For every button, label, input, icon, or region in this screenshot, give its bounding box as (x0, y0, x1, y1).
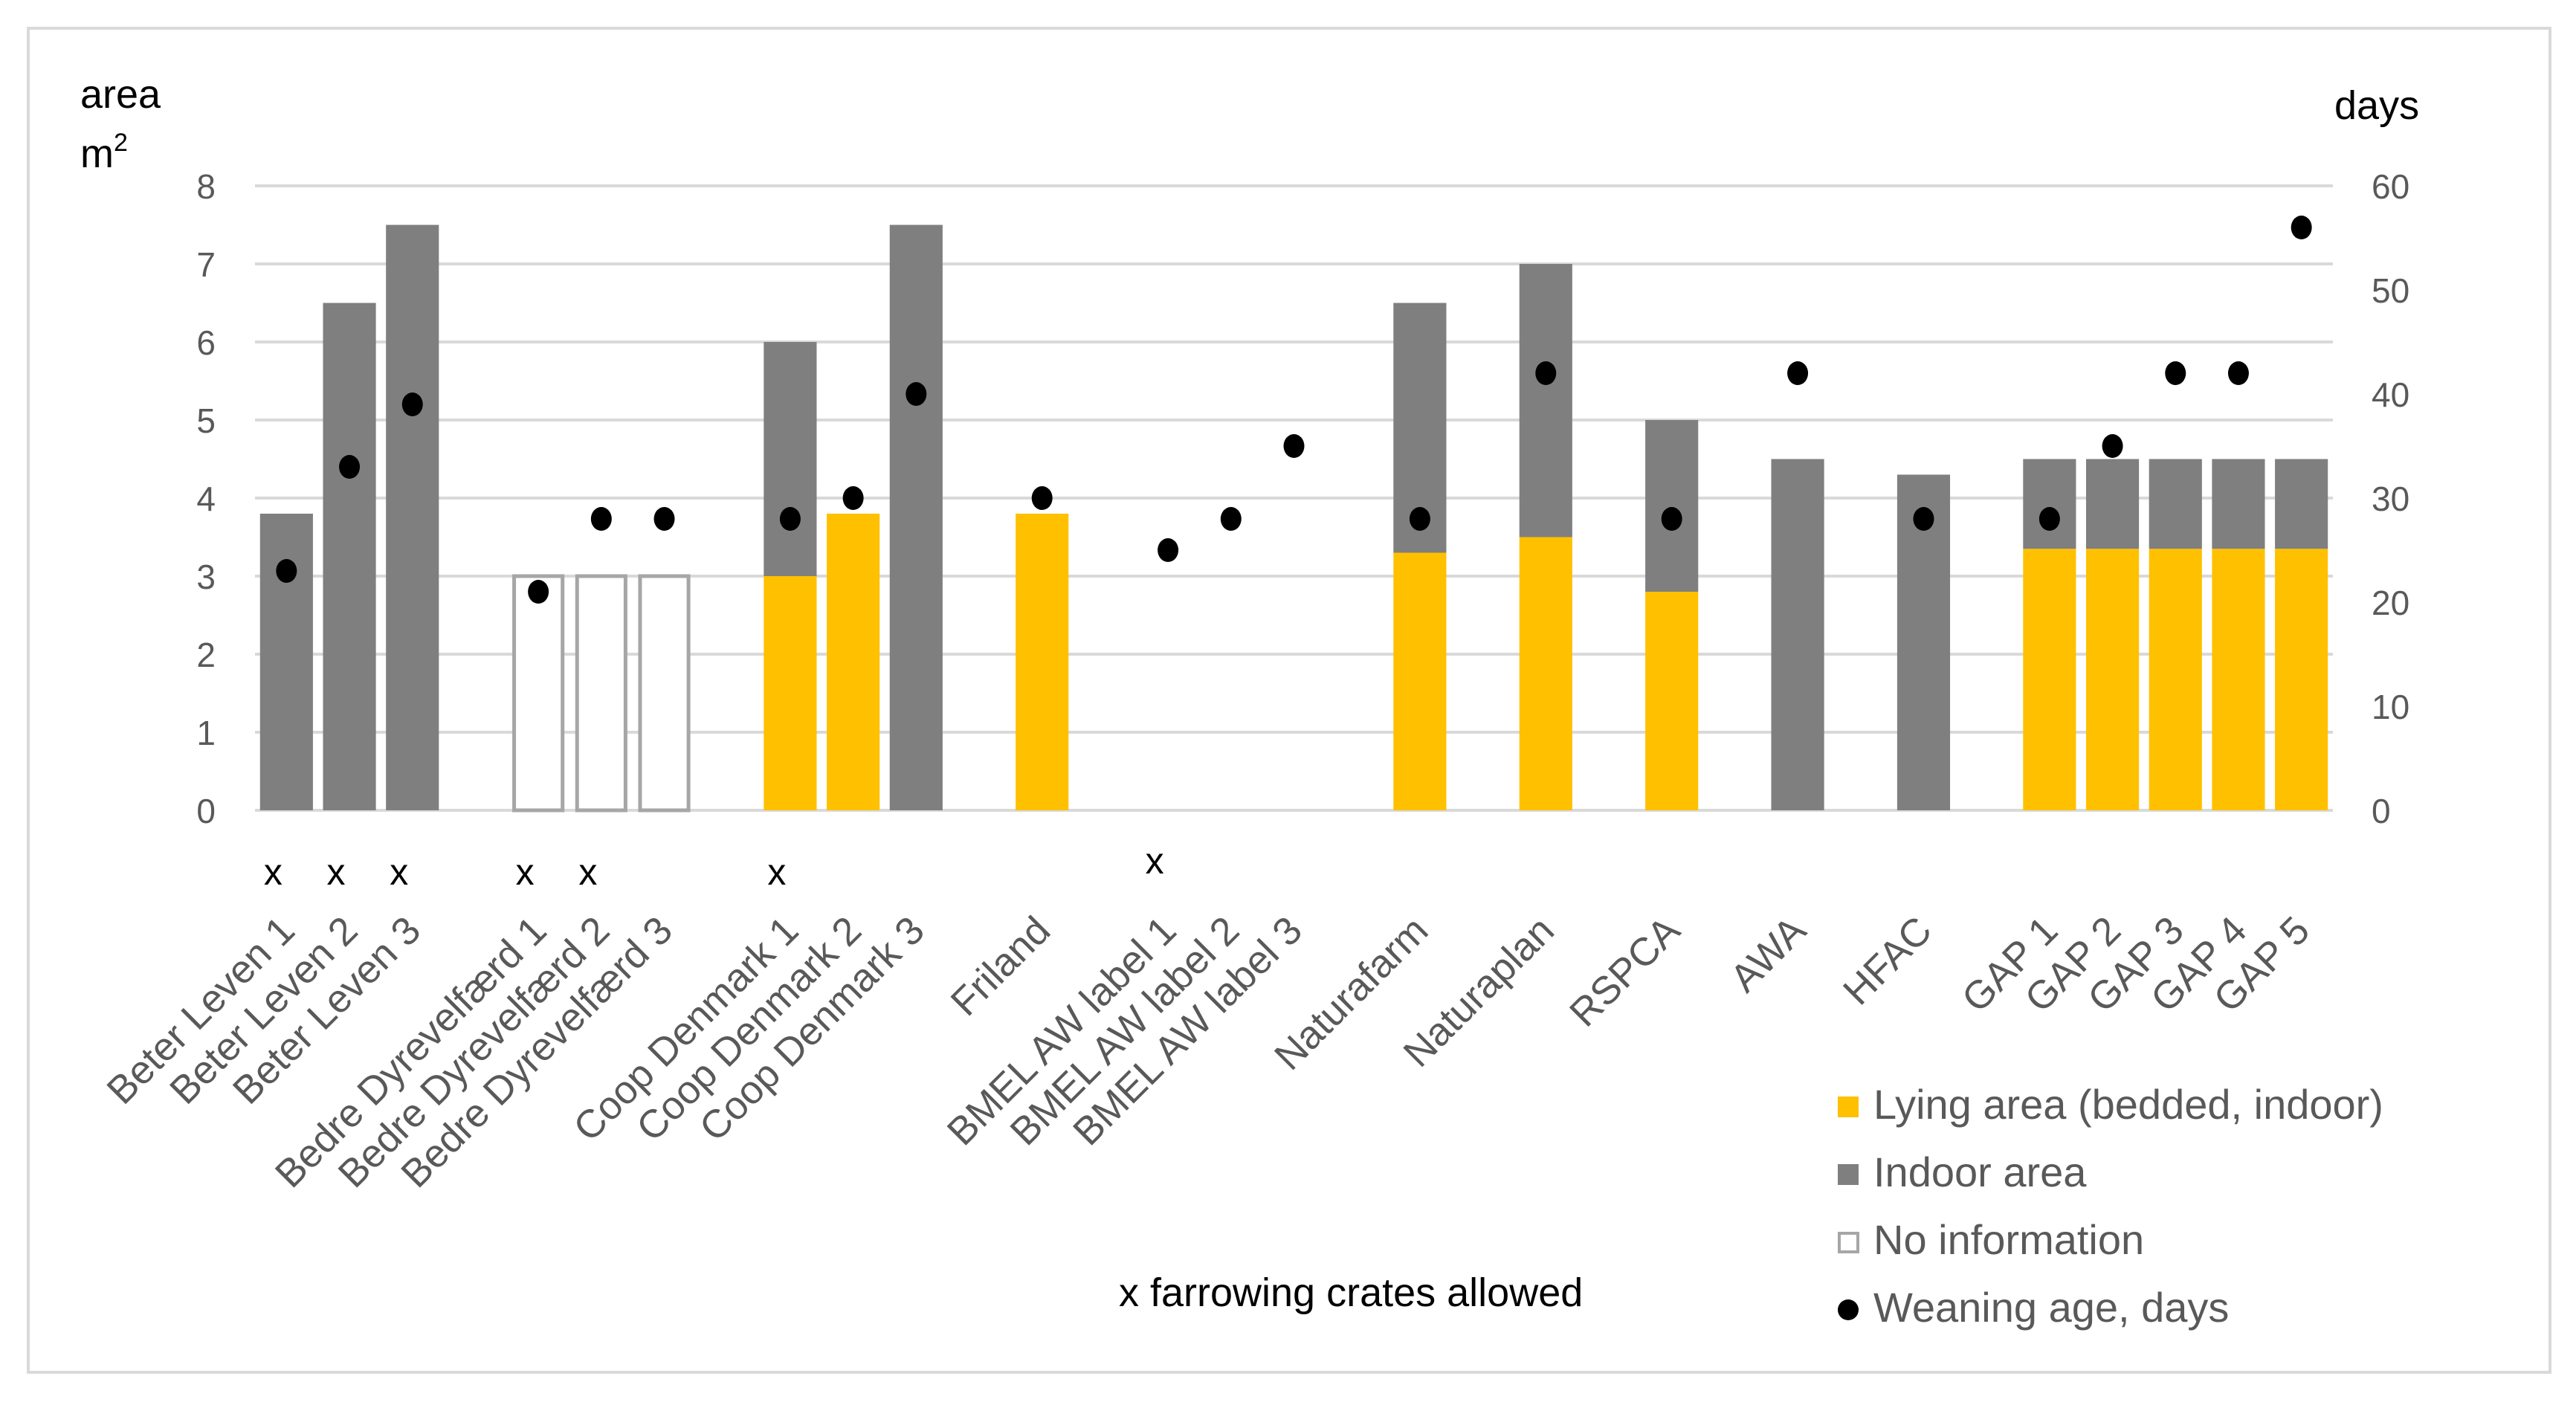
left-axis-unit: m2 (80, 129, 128, 176)
crate-marker: x (327, 851, 346, 893)
bar-lying-area (1016, 514, 1069, 810)
crate-marker: x (390, 851, 408, 893)
right-tick-label: 50 (2372, 271, 2409, 310)
bar-lying-area (1393, 552, 1447, 810)
weaning-dot (276, 559, 297, 583)
weaning-dot (2165, 361, 2186, 385)
left-tick-label: 5 (196, 401, 216, 440)
crate-marker: x (578, 851, 597, 893)
weaning-dot (779, 507, 801, 531)
bar-indoor-area (2023, 459, 2076, 549)
bar-no-information (512, 574, 565, 813)
legend-swatch-lying (1838, 1096, 1859, 1117)
bar-no-information (638, 574, 691, 813)
bar-lying-area (2023, 549, 2076, 810)
bar-lying-area (1519, 537, 1572, 810)
crate-marker: x (516, 851, 535, 893)
weaning-dot (528, 580, 549, 604)
bar-indoor-area (1519, 264, 1572, 537)
right-tick-label: 20 (2372, 584, 2409, 622)
legend-swatch-no-info (1838, 1232, 1859, 1253)
legend-label: Weaning age, days (1873, 1284, 2229, 1331)
bar-lying-area (2149, 549, 2202, 810)
legend-label: No information (1873, 1216, 2144, 1263)
weaning-dot (1031, 486, 1053, 510)
weaning-dot (2227, 361, 2249, 385)
weaning-dot (906, 382, 927, 406)
left-tick-label: 4 (196, 479, 216, 518)
legend: Lying area (bedded, indoor) Indoor area No… (1838, 1081, 2383, 1331)
right-tick-label: 60 (2372, 167, 2409, 206)
left-tick-label: 1 (196, 714, 216, 752)
legend-label: Lying area (bedded, indoor) (1873, 1081, 2383, 1128)
bar-lying-area (2275, 549, 2328, 810)
weaning-dot (1409, 507, 1430, 531)
legend-swatch-indoor (1838, 1164, 1859, 1185)
left-axis-ticks: 0 1 2 3 4 5 6 7 8 (196, 167, 216, 830)
weaning-dot (2102, 434, 2123, 458)
crate-marker: x (767, 851, 786, 893)
weaning-dot (1220, 507, 1242, 531)
bar-indoor-area (2149, 459, 2202, 549)
bar-indoor-area (323, 303, 376, 810)
bar-indoor-area (764, 342, 817, 576)
weaning-dot (401, 393, 423, 416)
weaning-dot (842, 486, 864, 510)
bar-lying-area (2085, 549, 2140, 810)
right-tick-label: 0 (2372, 792, 2391, 830)
left-tick-label: 3 (196, 558, 216, 596)
bar-lying-area (764, 576, 817, 810)
crate-marker: x (264, 851, 283, 893)
weaning-dot (1158, 538, 1179, 562)
right-axis-title: days (2334, 83, 2419, 128)
left-axis-title: area (80, 72, 161, 117)
bar-lying-area (2212, 549, 2265, 810)
right-tick-label: 10 (2372, 688, 2409, 726)
weaning-dot (1535, 361, 1557, 385)
weaning-dot (1787, 361, 1809, 385)
bar-indoor-area (1645, 420, 1699, 592)
weaning-dot (653, 507, 675, 531)
weaning-dot (339, 455, 361, 479)
weaning-dot (1283, 434, 1305, 458)
crate-marker: x (1146, 840, 1164, 882)
bar-lying-area (827, 514, 880, 810)
left-tick-label: 0 (196, 792, 216, 830)
right-tick-label: 30 (2372, 479, 2409, 518)
bar-indoor-area (2085, 459, 2140, 549)
right-tick-label: 40 (2372, 375, 2409, 414)
right-axis-ticks: 0 10 20 30 40 50 60 (2372, 167, 2409, 830)
left-tick-label: 7 (196, 245, 216, 284)
weaning-dot (2038, 507, 2060, 531)
left-tick-label: 6 (196, 323, 216, 362)
bar-indoor-area (2212, 459, 2265, 549)
weaning-dot (1661, 507, 1682, 531)
legend-marker-weaning (1838, 1299, 1859, 1320)
legend-label: Indoor area (1873, 1149, 2087, 1195)
bar-indoor-area (259, 514, 313, 810)
weaning-dot (1913, 507, 1934, 531)
bars (259, 225, 2328, 813)
bar-no-information (575, 574, 627, 813)
left-tick-label: 8 (196, 167, 216, 206)
weaning-dot (590, 507, 612, 531)
bar-indoor-area (386, 225, 439, 810)
bar-indoor-area (1771, 459, 1824, 810)
bar-indoor-area (889, 225, 943, 810)
left-tick-label: 2 (196, 636, 216, 674)
weaning-dots (276, 216, 2312, 604)
bar-lying-area (1645, 592, 1699, 810)
bar-indoor-area (2275, 459, 2328, 549)
crates-annotation: x farrowing crates allowed (1119, 1270, 1583, 1315)
weaning-dot (2291, 216, 2312, 239)
